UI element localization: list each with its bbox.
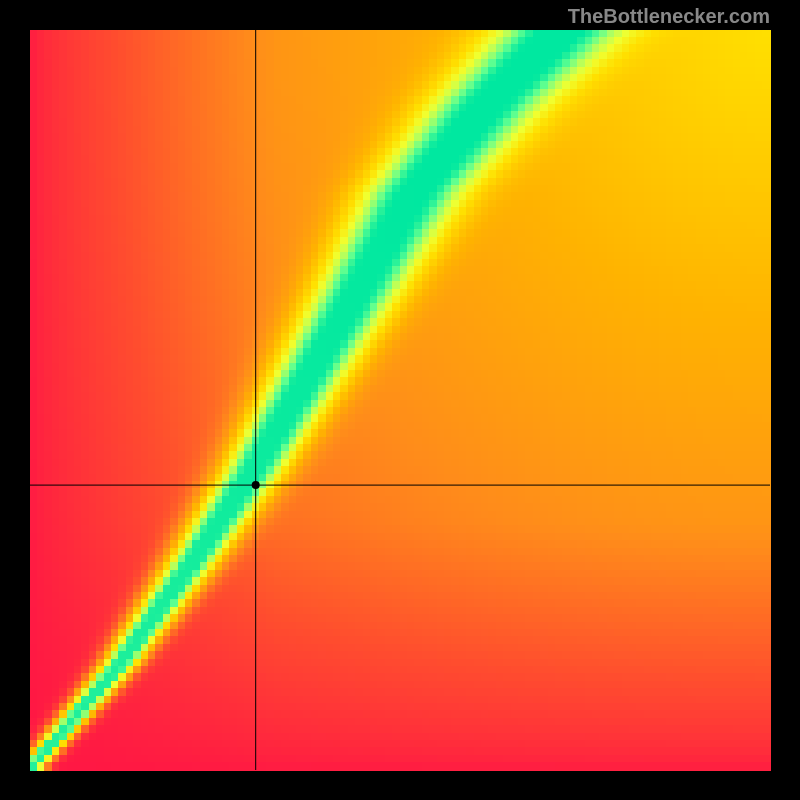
heatmap-chart (0, 0, 800, 800)
watermark-text: TheBottlenecker.com (568, 6, 770, 29)
